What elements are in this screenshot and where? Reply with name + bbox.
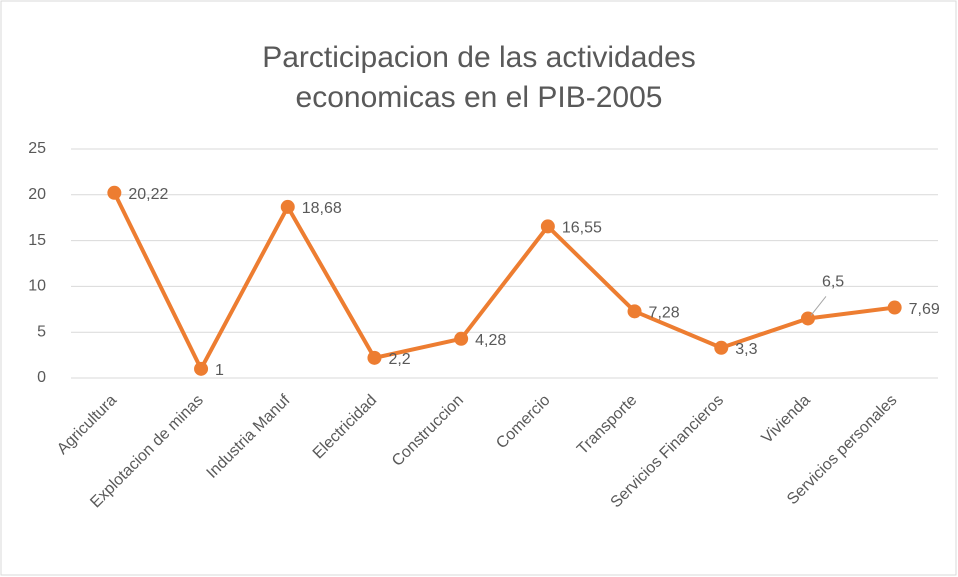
data-point [887,300,902,315]
data-label: 3,3 [735,341,757,358]
data-point [280,199,295,214]
chart-title: Parcticipacion de las actividades econom… [262,41,696,114]
data-label: 20,22 [128,186,168,203]
data-point [540,219,555,234]
y-tick-label: 15 [28,232,46,249]
data-label: 4,28 [475,332,506,349]
data-label: 18,68 [302,200,342,217]
leader-line [810,296,827,316]
y-tick-label: 5 [37,323,46,340]
data-point [454,331,469,346]
data-label: 16,55 [562,220,602,237]
data-point [194,361,209,376]
data-line [112,191,895,371]
data-point [627,304,642,319]
data-label: 1 [215,362,224,379]
data-label: 2,2 [388,351,410,368]
data-label: 6,5 [822,274,844,291]
data-point [107,185,122,200]
y-tick-label: 10 [28,278,46,295]
data-label: 7,69 [909,301,940,318]
y-tick-label: 25 [28,140,46,157]
y-tick-label: 0 [37,369,46,386]
y-tick-label: 20 [28,186,46,203]
data-point [367,350,382,365]
data-label: 7,28 [649,305,680,322]
data-point [714,340,729,355]
